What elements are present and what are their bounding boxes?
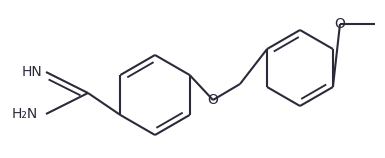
Text: HN: HN bbox=[21, 65, 42, 79]
Text: H₂N: H₂N bbox=[12, 107, 38, 121]
Text: O: O bbox=[335, 17, 345, 31]
Text: O: O bbox=[208, 93, 218, 107]
